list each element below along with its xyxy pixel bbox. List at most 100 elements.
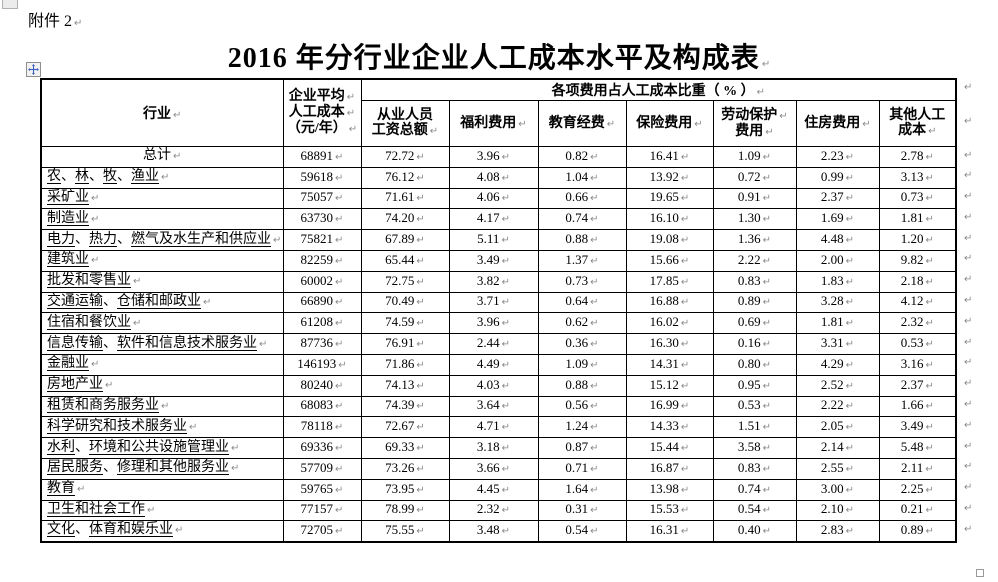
value-cell[interactable]: 4.71 ↵ bbox=[448, 416, 539, 439]
value-cell[interactable]: 3.13 ↵ bbox=[878, 166, 957, 189]
value-cell[interactable]: 3.71 ↵ bbox=[448, 291, 539, 314]
industry-cell[interactable]: 制造业 ↵ bbox=[40, 208, 284, 231]
value-cell[interactable]: 70.49 ↵ bbox=[360, 291, 450, 314]
value-cell[interactable]: 0.73 ↵ bbox=[878, 187, 957, 210]
value-cell[interactable]: 1.66 ↵ bbox=[878, 395, 957, 418]
value-cell[interactable]: 78.99 ↵ bbox=[360, 499, 450, 522]
industry-cell[interactable]: 交通运输、仓储和邮政业 ↵ bbox=[40, 291, 284, 314]
value-cell[interactable]: 15.12 ↵ bbox=[625, 374, 714, 397]
industry-cell[interactable]: 金融业 ↵ bbox=[40, 353, 284, 376]
table-move-handle[interactable] bbox=[26, 62, 41, 77]
value-cell[interactable]: 2.00 ↵ bbox=[795, 249, 880, 272]
value-cell[interactable]: 2.22 ↵ bbox=[795, 395, 880, 418]
value-cell[interactable]: 15.66 ↵ bbox=[625, 249, 714, 272]
value-cell[interactable]: 2.25 ↵ bbox=[878, 478, 957, 501]
value-cell[interactable]: 0.83 ↵ bbox=[712, 457, 797, 480]
value-cell[interactable]: 16.10 ↵ bbox=[625, 208, 714, 231]
industry-cell[interactable]: 住宿和餐饮业 ↵ bbox=[40, 312, 284, 335]
value-cell[interactable]: 2.23 ↵ bbox=[795, 146, 880, 168]
value-cell[interactable]: 3.18 ↵ bbox=[448, 437, 539, 459]
value-cell[interactable]: 0.88 ↵ bbox=[537, 229, 627, 251]
value-cell[interactable]: 1.24 ↵ bbox=[537, 416, 627, 439]
page-title[interactable]: 2016 年分行业企业人工成本水平及构成表 ↵ bbox=[0, 36, 998, 76]
value-cell[interactable]: 74.20 ↵ bbox=[360, 208, 450, 231]
value-cell[interactable]: 0.53 ↵ bbox=[712, 395, 797, 418]
industry-cell[interactable]: 科学研究和技术服务业 ↵ bbox=[40, 416, 284, 439]
value-cell[interactable]: 19.65 ↵ bbox=[625, 187, 714, 210]
value-cell[interactable]: 0.71 ↵ bbox=[537, 457, 627, 480]
value-cell[interactable]: 3.28 ↵ bbox=[795, 291, 880, 314]
value-cell[interactable]: 1.37 ↵ bbox=[537, 249, 627, 272]
value-cell[interactable]: 0.72 ↵ bbox=[712, 166, 797, 189]
value-cell[interactable]: 1.36 ↵ bbox=[712, 229, 797, 251]
industry-cell[interactable]: 房地产业 ↵ bbox=[40, 374, 284, 397]
industry-cell[interactable]: 租赁和商务服务业 ↵ bbox=[40, 395, 284, 418]
industry-cell[interactable]: 农、林、牧、渔业 ↵ bbox=[40, 166, 284, 189]
value-cell[interactable]: 57709 ↵ bbox=[282, 457, 362, 480]
value-cell[interactable]: 66890 ↵ bbox=[282, 291, 362, 314]
value-cell[interactable]: 1.81 ↵ bbox=[878, 208, 957, 231]
col-header-welfare[interactable]: 福利费用 ↵ bbox=[448, 100, 539, 147]
industry-cell[interactable]: 信息传输、软件和信息技术服务业 ↵ bbox=[40, 333, 284, 355]
value-cell[interactable]: 68083 ↵ bbox=[282, 395, 362, 418]
value-cell[interactable]: 16.41 ↵ bbox=[625, 146, 714, 168]
value-cell[interactable]: 0.74 ↵ bbox=[712, 478, 797, 501]
col-header-housing[interactable]: 住房费用 ↵ bbox=[795, 100, 880, 147]
value-cell[interactable]: 61208 ↵ bbox=[282, 312, 362, 335]
value-cell[interactable]: 1.64 ↵ bbox=[537, 478, 627, 501]
industry-cell[interactable]: 教育 ↵ bbox=[40, 478, 284, 501]
value-cell[interactable]: 146193 ↵ bbox=[282, 353, 362, 376]
value-cell[interactable]: 13.98 ↵ bbox=[625, 478, 714, 501]
col-header-industry[interactable]: 行业 ↵ bbox=[40, 78, 284, 147]
industry-cell[interactable]: 采矿业 ↵ bbox=[40, 187, 284, 210]
value-cell[interactable]: 71.86 ↵ bbox=[360, 353, 450, 376]
industry-cell[interactable]: 文化、体育和娱乐业 ↵ bbox=[40, 520, 284, 543]
value-cell[interactable]: 72.75 ↵ bbox=[360, 270, 450, 293]
value-cell[interactable]: 1.81 ↵ bbox=[795, 312, 880, 335]
value-cell[interactable]: 73.95 ↵ bbox=[360, 478, 450, 501]
value-cell[interactable]: 0.87 ↵ bbox=[537, 437, 627, 459]
value-cell[interactable]: 4.29 ↵ bbox=[795, 353, 880, 376]
value-cell[interactable]: 4.49 ↵ bbox=[448, 353, 539, 376]
value-cell[interactable]: 4.08 ↵ bbox=[448, 166, 539, 189]
value-cell[interactable]: 0.62 ↵ bbox=[537, 312, 627, 335]
industry-cell[interactable]: 建筑业 ↵ bbox=[40, 249, 284, 272]
value-cell[interactable]: 0.91 ↵ bbox=[712, 187, 797, 210]
industry-cell[interactable]: 电力、热力、燃气及水生产和供应业 ↵ bbox=[40, 229, 284, 251]
value-cell[interactable]: 2.10 ↵ bbox=[795, 499, 880, 522]
value-cell[interactable]: 1.09 ↵ bbox=[537, 353, 627, 376]
value-cell[interactable]: 78118 ↵ bbox=[282, 416, 362, 439]
value-cell[interactable]: 68891 ↵ bbox=[282, 146, 362, 168]
value-cell[interactable]: 0.31 ↵ bbox=[537, 499, 627, 522]
value-cell[interactable]: 4.03 ↵ bbox=[448, 374, 539, 397]
value-cell[interactable]: 19.08 ↵ bbox=[625, 229, 714, 251]
value-cell[interactable]: 1.30 ↵ bbox=[712, 208, 797, 231]
value-cell[interactable]: 71.61 ↵ bbox=[360, 187, 450, 210]
value-cell[interactable]: 1.69 ↵ bbox=[795, 208, 880, 231]
col-header-wage-total[interactable]: 从业人员 工资总额 ↵ bbox=[360, 100, 450, 147]
value-cell[interactable]: 3.64 ↵ bbox=[448, 395, 539, 418]
value-cell[interactable]: 2.32 ↵ bbox=[878, 312, 957, 335]
value-cell[interactable]: 2.22 ↵ bbox=[712, 249, 797, 272]
value-cell[interactable]: 3.82 ↵ bbox=[448, 270, 539, 293]
value-cell[interactable]: 2.32 ↵ bbox=[448, 499, 539, 522]
value-cell[interactable]: 4.48 ↵ bbox=[795, 229, 880, 251]
col-header-insurance[interactable]: 保险费用 ↵ bbox=[625, 100, 714, 147]
value-cell[interactable]: 4.17 ↵ bbox=[448, 208, 539, 231]
value-cell[interactable]: 65.44 ↵ bbox=[360, 249, 450, 272]
value-cell[interactable]: 3.16 ↵ bbox=[878, 353, 957, 376]
value-cell[interactable]: 0.89 ↵ bbox=[712, 291, 797, 314]
value-cell[interactable]: 0.16 ↵ bbox=[712, 333, 797, 355]
value-cell[interactable]: 2.55 ↵ bbox=[795, 457, 880, 480]
value-cell[interactable]: 75057 ↵ bbox=[282, 187, 362, 210]
value-cell[interactable]: 0.82 ↵ bbox=[537, 146, 627, 168]
value-cell[interactable]: 0.69 ↵ bbox=[712, 312, 797, 335]
value-cell[interactable]: 4.06 ↵ bbox=[448, 187, 539, 210]
value-cell[interactable]: 0.54 ↵ bbox=[537, 520, 627, 543]
attachment-paragraph[interactable]: 附件 2 ↵ bbox=[28, 7, 82, 31]
value-cell[interactable]: 82259 ↵ bbox=[282, 249, 362, 272]
value-cell[interactable]: 3.48 ↵ bbox=[448, 520, 539, 543]
value-cell[interactable]: 5.11 ↵ bbox=[448, 229, 539, 251]
value-cell[interactable]: 74.13 ↵ bbox=[360, 374, 450, 397]
value-cell[interactable]: 3.49 ↵ bbox=[878, 416, 957, 439]
